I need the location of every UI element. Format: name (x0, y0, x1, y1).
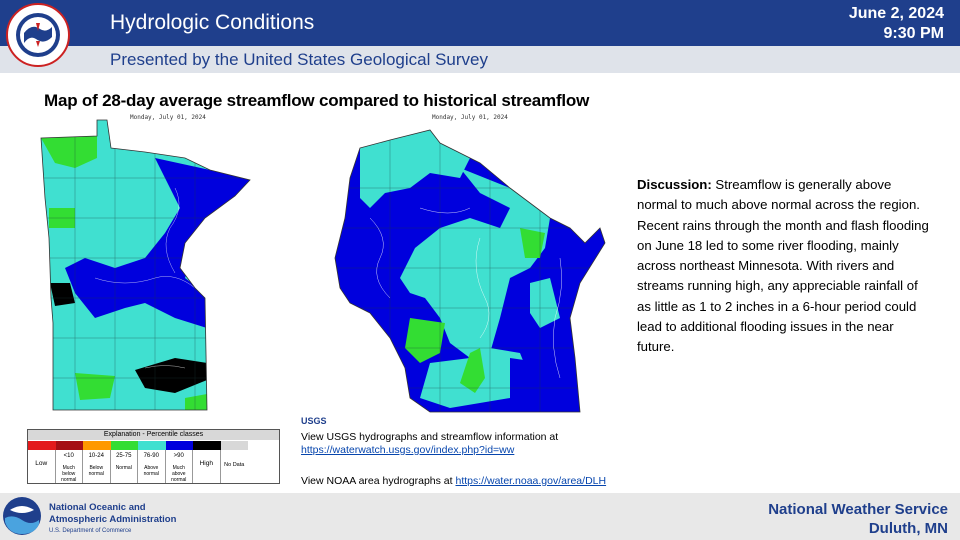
usgs-link[interactable]: https://waterwatch.usgs.gov/index.php?id… (301, 444, 515, 456)
legend-no-data-label: No Data (224, 462, 245, 468)
map-title: Map of 28-day average streamflow compare… (44, 91, 590, 110)
office-line2: Duluth, MN (868, 520, 948, 537)
legend-class-label: Much above normal (171, 465, 187, 483)
legend-swatches (28, 441, 248, 450)
legend-swatch-no-data (220, 441, 248, 450)
header-bar (0, 0, 960, 46)
legend-title: Explanation - Percentile classes (28, 430, 279, 440)
percentile-legend: Explanation - Percentile classes Low <10… (27, 429, 280, 484)
office-line1: National Weather Service (768, 501, 948, 518)
noaa-link-line: View NOAA area hydrographs at https://wa… (301, 475, 606, 487)
date-time: June 2, 2024 9:30 PM (849, 4, 944, 44)
legend-range: 25-75 (116, 453, 132, 459)
legend-high-label: High (199, 460, 213, 467)
wi-map-date: Monday, July 01, 2024 (432, 114, 508, 121)
discussion-label: Discussion: (637, 177, 712, 192)
legend-cell-much-above: >90 Much above normal (166, 450, 193, 483)
legend-cells: Low <10 Much below normal 10-24 Below no… (28, 450, 248, 483)
discussion-body: Streamflow is generally above normal to … (637, 177, 929, 355)
discussion-text: Discussion: Streamflow is generally abov… (637, 175, 932, 358)
date-label: June 2, 2024 (848, 5, 944, 22)
legend-cell-low: Low (28, 450, 56, 483)
legend-class-label: Below normal (88, 465, 104, 477)
legend-swatch-below (83, 441, 111, 450)
legend-cell-normal: 25-75 Normal (111, 450, 138, 483)
legend-low-label: Low (35, 460, 48, 467)
time-label: 9:30 PM (883, 25, 944, 42)
legend-class-label: Much below normal (61, 465, 77, 483)
legend-swatch-much-above (165, 441, 193, 450)
legend-swatch-low (28, 441, 56, 450)
subtitle-bar (0, 46, 960, 73)
legend-swatch-high (193, 441, 221, 450)
legend-cell-no-data: No Data (221, 450, 249, 483)
noaa-logo-icon (3, 497, 41, 535)
legend-range: >90 (173, 453, 184, 459)
mn-map-date: Monday, July 01, 2024 (130, 114, 206, 121)
noaa-dept: U.S. Department of Commerce (49, 528, 132, 534)
legend-swatch-above (138, 441, 166, 450)
wisconsin-streamflow-map (334, 129, 606, 413)
legend-cell-much-below: <10 Much below normal (56, 450, 83, 483)
noaa-name-line1: National Oceanic and (49, 502, 146, 513)
usgs-logo-icon: USGS (301, 416, 327, 426)
legend-swatch-much-below (55, 441, 83, 450)
minnesota-streamflow-map (40, 119, 251, 411)
legend-range: 76-90 (143, 453, 159, 459)
legend-range: 10-24 (88, 453, 104, 459)
nws-logo-icon (6, 3, 70, 67)
footer-bar (0, 493, 960, 540)
noaa-link[interactable]: https://water.noaa.gov/area/DLH (455, 475, 607, 487)
noaa-name: National Oceanic and Atmospheric Adminis… (49, 502, 176, 526)
legend-cell-below: 10-24 Below normal (83, 450, 111, 483)
legend-cell-above: 76-90 Above normal (138, 450, 166, 483)
page-subtitle: Presented by the United States Geologica… (110, 50, 488, 69)
legend-swatch-normal (110, 441, 138, 450)
legend-range: <10 (63, 453, 74, 459)
page-title: Hydrologic Conditions (110, 11, 315, 34)
noaa-link-text: View NOAA area hydrographs at (301, 475, 456, 487)
usgs-link-block: View USGS hydrographs and streamflow inf… (301, 431, 558, 457)
noaa-name-line2: Atmospheric Administration (49, 514, 177, 525)
legend-class-label: Above normal (143, 465, 159, 477)
office-name: National Weather Service Duluth, MN (768, 500, 948, 538)
legend-cell-high: High (193, 450, 221, 483)
legend-class-label: Normal (115, 465, 132, 471)
usgs-link-text: View USGS hydrographs and streamflow inf… (301, 431, 559, 443)
